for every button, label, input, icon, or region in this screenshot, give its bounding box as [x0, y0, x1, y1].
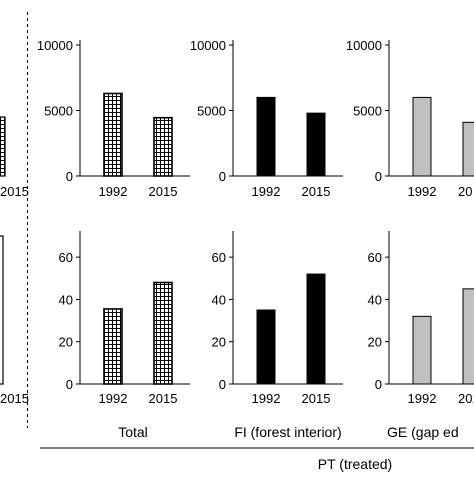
- panel-2-3-y-tick-label: 20: [368, 335, 382, 350]
- panel-1-1-category-label: 1992: [99, 184, 128, 199]
- panel-2-3-bar: [462, 288, 474, 385]
- panel-2-1-bar: [153, 281, 173, 385]
- panel-1-3-category-label: 1992: [408, 184, 437, 199]
- panel-1-2-y-tick-label: 0: [219, 169, 226, 184]
- left-clipped-bar-bottom: [0, 235, 4, 385]
- group-label-fi: FI (forest interior): [234, 424, 341, 440]
- left-clipped-tick-bottom: 2015: [0, 391, 29, 406]
- panel-1-3-bar: [412, 96, 432, 177]
- panel-2-2-y-tick-label: 20: [212, 335, 226, 350]
- panel-2-3-y-tick-label: 0: [375, 377, 382, 392]
- panel-2-3-bar: [412, 315, 432, 385]
- panel-1-1-y-tick-label: 0: [66, 169, 73, 184]
- group-label-total: Total: [118, 424, 148, 440]
- panel-1-1-bar: [153, 116, 173, 177]
- panel-1-1-category-label: 2015: [149, 184, 178, 199]
- panel-2-1-y-tick-label: 40: [59, 292, 73, 307]
- ge-clipped-tick-top: 20: [458, 184, 472, 199]
- panel-1-2-category-label: 2015: [302, 184, 331, 199]
- panel-2-2-y-tick-label: 40: [212, 292, 226, 307]
- panel-1-3-y-tick-label: 10000: [346, 38, 382, 53]
- panel-2-2-category-label: 2015: [302, 391, 331, 406]
- panel-2-1-category-label: 2015: [149, 391, 178, 406]
- panel-2-1-y-tick-label: 60: [59, 250, 73, 265]
- ge-clipped-tick-bottom: 201: [458, 391, 474, 406]
- panel-1-2-category-label: 1992: [252, 184, 281, 199]
- panels: 0 5000 10000 1992 2015 0 5000 10000 1992 2015 0 500…: [37, 38, 474, 406]
- group-label-ge: GE (gap ed: [387, 424, 459, 440]
- panel-1-3-bar: [462, 121, 474, 177]
- panel-2-3-y-tick-label: 60: [368, 250, 382, 265]
- panel-2-3-category-label: 1992: [408, 391, 437, 406]
- panel-2-3-y-tick-label: 40: [368, 292, 382, 307]
- left-clipped-tick-top: 2015: [0, 184, 29, 199]
- panel-2-1-bar: [103, 308, 123, 385]
- panel-1-2-bar: [256, 96, 276, 177]
- treatment-label: PT (treated): [318, 456, 392, 472]
- panel-2-1-category-label: 1992: [99, 391, 128, 406]
- panel-1-1-y-tick-label: 5000: [44, 104, 73, 119]
- panel-1-1-bar: [103, 92, 123, 177]
- panel-1-2-y-tick-label: 10000: [190, 38, 226, 53]
- panel-2-1-y-tick-label: 20: [59, 335, 73, 350]
- panel-2-2-bar: [306, 273, 326, 385]
- panel-1-2-y-tick-label: 5000: [197, 104, 226, 119]
- panel-1-3-y-tick-label: 5000: [353, 104, 382, 119]
- panel-1-3-y-tick-label: 0: [375, 169, 382, 184]
- panel-2-2-y-tick-label: 60: [212, 250, 226, 265]
- panel-2-2-y-tick-label: 0: [219, 377, 226, 392]
- panel-2-2-bar: [256, 309, 276, 385]
- panel-2-2-category-label: 1992: [252, 391, 281, 406]
- panel-1-2-bar: [306, 112, 326, 177]
- left-clipped-bar-top: [0, 116, 6, 177]
- panel-2-1-y-tick-label: 0: [66, 377, 73, 392]
- panel-1-1-y-tick-label: 10000: [37, 38, 73, 53]
